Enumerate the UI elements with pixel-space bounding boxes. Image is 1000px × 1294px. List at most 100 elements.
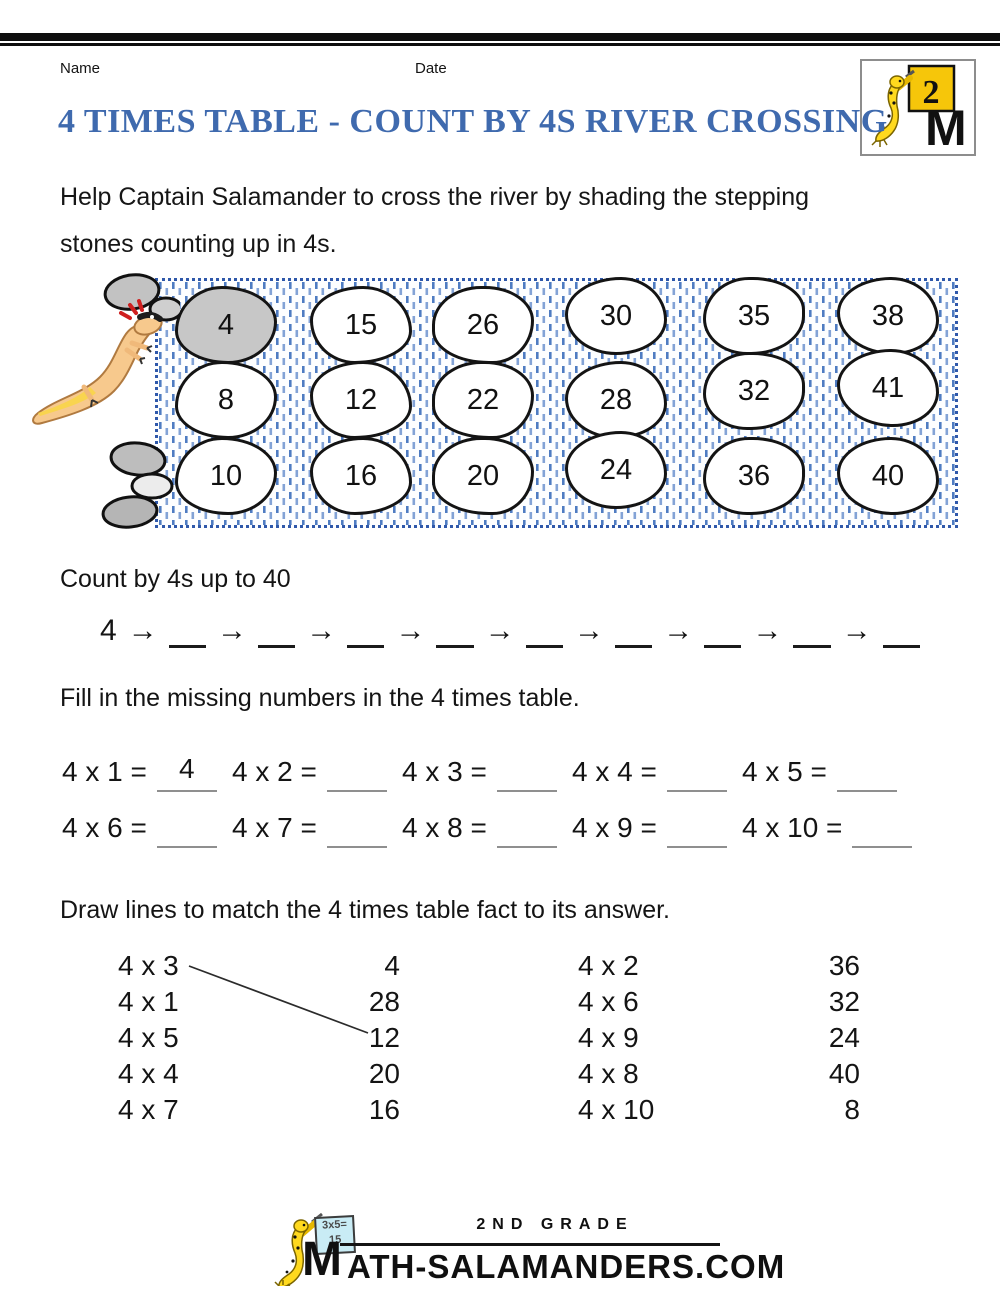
match-answer: 24	[828, 1022, 860, 1053]
fill-row: 4 x 6 = 4 x 7 = 4 x 8 = 4 x 9 = 4 x 10 =	[62, 806, 972, 848]
stepping-stone-shaded: 4	[175, 286, 277, 364]
answer-blank	[347, 615, 385, 648]
equation-label: 4 x 6 =	[62, 812, 147, 843]
name-label: Name	[60, 60, 101, 77]
count-section-heading: Count by 4s up to 40	[60, 565, 291, 593]
equation-label: 4 x 3 =	[402, 756, 487, 787]
logo-salamander-icon	[871, 69, 915, 147]
match-fact: 4 x 5	[118, 1022, 179, 1053]
equation-label: 4 x 5 =	[742, 756, 827, 787]
match-grid: 4 x 3 4 x 1 4 x 5 4 x 4 4 x 7 4 28 12 20…	[0, 948, 1000, 1133]
stepping-stone: 38	[837, 277, 939, 355]
answer-blank	[436, 615, 474, 648]
equation-answer-line	[666, 806, 727, 848]
equation: 4 x 3 =	[402, 750, 572, 792]
stepping-stone: 20	[432, 437, 534, 515]
equation: 4 x 10 =	[742, 806, 930, 848]
answer-blank	[614, 615, 653, 648]
match-fact: 4 x 4	[118, 1058, 179, 1089]
equation: 4 x 2 =	[232, 750, 402, 792]
arrow-icon: →	[484, 614, 515, 647]
match-answer: 28	[368, 986, 400, 1017]
answer-blank	[525, 615, 563, 648]
arrow-icon: →	[573, 614, 604, 647]
equation-answer-line	[326, 806, 387, 848]
footer-site-name: ATH-SALAMANDERS.COM	[347, 1248, 786, 1285]
answer-blank	[793, 615, 831, 648]
match-answer: 20	[368, 1058, 400, 1089]
stepping-stone: 32	[703, 352, 805, 430]
match-answers-left-column: 4 28 12 20 16	[306, 948, 400, 1128]
equation-label: 4 x 2 =	[232, 756, 317, 787]
match-facts-left-column: 4 x 3 4 x 1 4 x 5 4 x 4 4 x 7	[118, 948, 228, 1128]
match-fact: 4 x 7	[118, 1094, 179, 1125]
match-fact: 4 x 3	[118, 950, 179, 981]
stepping-stone: 26	[432, 286, 534, 364]
equation-label: 4 x 8 =	[402, 812, 487, 843]
match-fact: 4 x 6	[578, 986, 639, 1017]
arrow-icon: →	[127, 614, 158, 647]
equation-answer-line	[156, 806, 217, 848]
arrow-icon: →	[663, 614, 694, 647]
stepping-stone: 10	[175, 437, 277, 515]
captain-salamander-icon	[32, 299, 163, 425]
arrow-icon: →	[306, 614, 337, 647]
match-answer: 36	[828, 950, 860, 981]
stepping-stone: 36	[703, 437, 805, 515]
date-label: Date	[415, 60, 447, 77]
equation-answer-line: 4	[156, 750, 217, 792]
match-answer: 16	[368, 1094, 400, 1125]
stepping-stone: 40	[837, 437, 939, 515]
stepping-stone: 16	[310, 437, 412, 515]
match-fact: 4 x 9	[578, 1022, 639, 1053]
stepping-stone: 8	[175, 361, 277, 439]
stepping-stone: 12	[310, 361, 412, 439]
footer-m-letter: M	[302, 1233, 342, 1286]
equation-label: 4 x 7 =	[232, 812, 317, 843]
answer-blank	[257, 615, 296, 648]
equation-label: 4 x 4 =	[572, 756, 657, 787]
stone-row: 4 15 26 30 35 38	[158, 277, 955, 364]
answer-blank	[704, 615, 742, 648]
arrow-icon: →	[216, 614, 247, 647]
answer-blank	[168, 615, 206, 648]
equation-answer-line	[836, 750, 897, 792]
header-divider	[0, 33, 1000, 46]
stepping-stone: 35	[703, 277, 805, 355]
equation-answer-line	[852, 806, 913, 848]
bank-rocks-top-icon	[103, 273, 180, 322]
answer-blank	[882, 615, 920, 648]
match-fact: 4 x 1	[118, 986, 179, 1017]
river-bank-art	[32, 273, 180, 529]
match-answer: 40	[828, 1058, 860, 1089]
grade-logo-graphic: 2 M	[871, 64, 967, 156]
instructions-text: Help Captain Salamander to cross the riv…	[60, 183, 810, 258]
match-answer: 4	[384, 950, 400, 981]
grade-number-box	[907, 64, 956, 113]
count-sequence: 4 → → → → → → → → →	[100, 614, 920, 648]
grade-logo: 2 M	[860, 59, 976, 156]
equation-label: 4 x 10 =	[742, 812, 843, 843]
fill-section-heading: Fill in the missing numbers in the 4 tim…	[60, 684, 580, 712]
stepping-stone: 22	[432, 361, 534, 439]
equation-answer-line	[666, 750, 727, 792]
equation-answer-line	[496, 750, 557, 792]
equation: 4 x 6 =	[62, 806, 232, 848]
footer-divider	[340, 1243, 720, 1246]
bank-rocks-bottom-icon	[101, 441, 174, 529]
equation-answer-line	[326, 750, 387, 792]
footer-grade-label: 2ND GRADE	[476, 1216, 634, 1233]
match-fact: 4 x 10	[578, 1094, 655, 1125]
grade-number: 2	[923, 74, 940, 111]
river-water-pattern	[158, 281, 955, 525]
arrow-icon: →	[752, 614, 783, 647]
match-answer: 32	[828, 986, 860, 1017]
arrow-icon: →	[841, 614, 872, 647]
sequence-start-number: 4	[100, 614, 117, 647]
match-fact: 4 x 2	[578, 950, 639, 981]
stone-row: 8 12 22 28 32 41	[158, 349, 955, 439]
page-title: 4 TIMES TABLE - COUNT BY 4S RIVER CROSSI…	[58, 103, 888, 140]
equation: 4 x 5 =	[742, 750, 930, 792]
match-fact: 4 x 8	[578, 1058, 639, 1089]
stepping-stone: 28	[565, 361, 667, 439]
